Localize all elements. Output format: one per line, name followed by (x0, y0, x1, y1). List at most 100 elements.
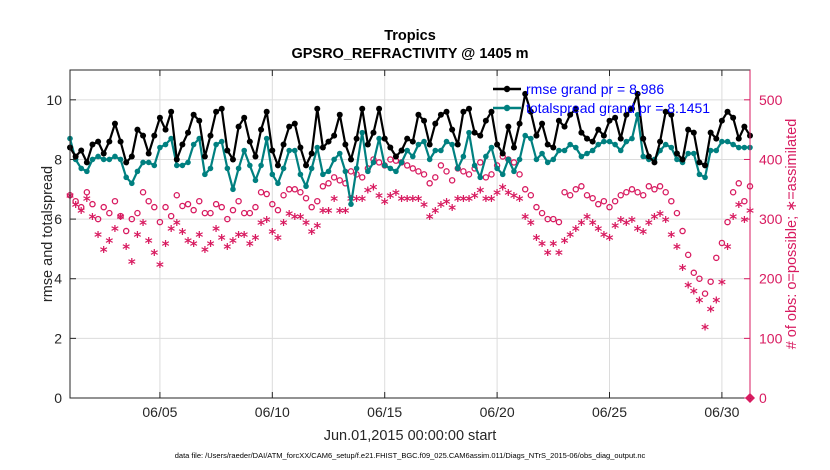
y-right-tick-label: 500 (759, 92, 783, 108)
rmse-point (145, 150, 152, 157)
obs-assimilated-marker: * (167, 222, 175, 240)
totalspread-point (112, 153, 118, 160)
totalspread-point (606, 138, 613, 145)
obs-assimilated-marker: * (448, 201, 456, 219)
chart-subtitle: GPSRO_REFRACTIVITY @ 1405 m (291, 46, 528, 62)
totalspread-point (544, 159, 551, 166)
obs-assimilated-marker: * (454, 192, 462, 210)
y-tick-label: 4 (54, 271, 62, 287)
totalspread-point (449, 141, 455, 148)
rmse-point (269, 147, 276, 154)
totalspread-point (617, 147, 624, 154)
totalspread-point (556, 147, 562, 154)
obs-possible-marker (718, 239, 726, 247)
totalspread-point (381, 162, 388, 169)
totalspread-point (230, 186, 236, 193)
obs-possible-marker (465, 171, 473, 178)
rmse-point (488, 108, 495, 115)
obs-possible-marker (358, 174, 366, 181)
obs-assimilated-marker: * (89, 210, 97, 228)
obs-assimilated-marker: * (651, 210, 659, 228)
obs-possible-marker (308, 203, 315, 211)
obs-assimilated-marker: * (465, 192, 473, 210)
totalspread-point (168, 135, 174, 142)
totalspread-point (157, 144, 163, 151)
totalspread-point (511, 168, 517, 175)
rmse-point (331, 132, 338, 139)
rmse-point (482, 117, 489, 124)
obs-assimilated-marker: * (673, 240, 681, 258)
obs-assimilated-marker: * (611, 219, 619, 237)
footnote: data file: /Users/raeder/DAI/ATM_forcXX/… (175, 451, 646, 460)
totalspread-point (370, 159, 377, 166)
obs-possible-marker (167, 212, 175, 220)
obs-assimilated-marker: * (645, 216, 653, 234)
rmse-point (595, 126, 602, 133)
obs-assimilated-marker: * (617, 213, 625, 231)
rmse-point (477, 132, 484, 139)
rmse-point (213, 108, 220, 115)
obs-possible-marker (218, 203, 225, 211)
legend: rmse grand pr = 8.986 totalspread grand p… (493, 81, 710, 116)
obs-possible-marker (151, 203, 158, 211)
rmse-point (123, 159, 130, 166)
rmse-point (724, 108, 731, 115)
totalspread-point (691, 150, 697, 157)
rmse-point (533, 132, 540, 139)
obs-assimilated-marker: * (656, 207, 664, 225)
obs-assimilated-marker: * (533, 231, 541, 249)
obs-possible-marker (656, 183, 664, 190)
rmse-point (544, 141, 551, 148)
obs-possible-marker (600, 197, 608, 205)
rmse-point (83, 159, 90, 166)
rmse-point (516, 120, 523, 127)
obs-assimilated-marker: * (527, 216, 535, 234)
totalspread-point (342, 168, 349, 175)
rmse-point (89, 141, 96, 148)
obs-assimilated-marker: * (375, 189, 383, 207)
obs-assimilated-marker: * (735, 198, 743, 216)
obs-assimilated-marker: * (313, 219, 321, 237)
obs-assimilated-marker: * (195, 228, 203, 246)
obs-assimilated-marker: * (583, 210, 591, 228)
rmse-point (409, 138, 416, 145)
rmse-point (224, 147, 231, 154)
obs-possible-marker (196, 197, 203, 205)
obs-assimilated-marker: * (302, 216, 310, 234)
obs-possible-marker (617, 191, 624, 199)
totalspread-point (95, 153, 101, 160)
obs-possible-marker (122, 227, 130, 235)
obs-possible-marker (285, 186, 293, 193)
obs-possible-marker (314, 197, 321, 205)
totalspread-point (89, 156, 96, 163)
obs-possible-marker (561, 189, 568, 196)
obs-assimilated-marker: * (392, 186, 400, 204)
obs-assimilated-marker: * (274, 231, 282, 249)
rmse-point (111, 120, 118, 127)
rmse-point (173, 156, 180, 163)
obs-assimilated-marker: * (178, 225, 186, 243)
obs-possible-marker (729, 189, 737, 196)
obs-possible-marker (319, 183, 327, 190)
totalspread-point (567, 141, 573, 148)
totalspread-point (505, 156, 512, 163)
rmse-point (645, 153, 652, 160)
totalspread-point (589, 147, 596, 154)
totalspread-point (348, 201, 354, 207)
obs-assimilated-marker: * (639, 225, 647, 243)
totalspread-point (106, 156, 113, 163)
obs-possible-marker (707, 278, 714, 285)
obs-assimilated-marker: * (482, 192, 490, 210)
totalspread-point (353, 165, 360, 172)
x-tick-label: 06/30 (704, 404, 739, 420)
obs-assimilated-marker: * (667, 228, 675, 246)
rmse-point (685, 126, 692, 133)
obs-assimilated-marker: * (150, 246, 158, 264)
obs-assimilated-marker: * (268, 225, 276, 243)
obs-possible-marker (224, 215, 231, 223)
rmse-point (730, 114, 737, 121)
obs-possible-marker (606, 203, 613, 211)
totalspread-point (303, 183, 309, 190)
rmse-point (471, 129, 478, 136)
totalspread-point (483, 153, 489, 160)
